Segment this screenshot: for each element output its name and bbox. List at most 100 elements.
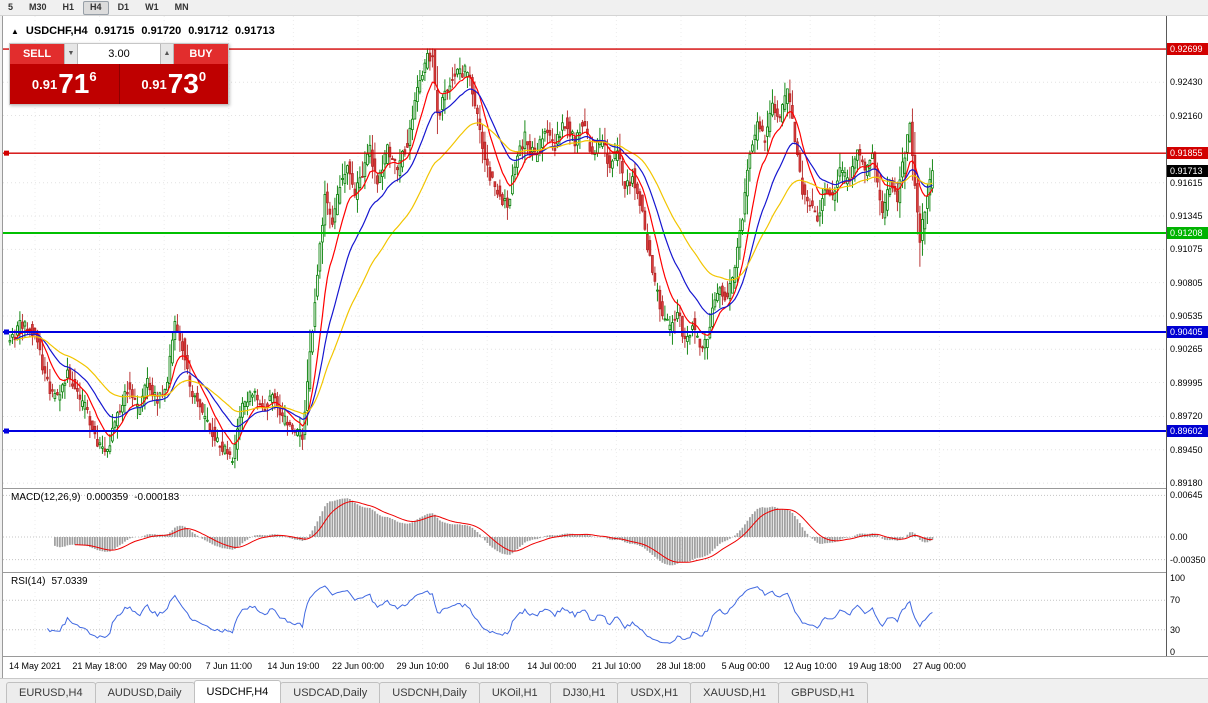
timeframe-button-w1[interactable]: W1	[138, 0, 166, 15]
sell-button[interactable]: SELL	[10, 44, 64, 64]
time-axis-label: 22 Jun 00:00	[331, 661, 385, 671]
tab-dj30-h1[interactable]: DJ30,H1	[549, 682, 619, 703]
price-tick-label: 0.90805	[1170, 277, 1203, 288]
ma-line-slow[interactable]	[14, 122, 933, 415]
macd-signal-line	[74, 500, 933, 563]
rsi-axis-label: 100	[1170, 573, 1186, 583]
trade-controls-row: SELL ▼ ▲ BUY	[10, 44, 228, 64]
macd-histogram	[54, 498, 934, 566]
time-axis-label: 19 Aug 18:00	[848, 661, 902, 671]
buy-price-big: 73	[167, 68, 199, 99]
grid	[3, 16, 1167, 656]
volume-increment-button[interactable]: ▲	[160, 44, 174, 64]
time-axis-label: 14 Jul 00:00	[527, 661, 577, 671]
ohlc-open: 0.91715	[94, 25, 135, 37]
time-axis-label: 28 Jul 18:00	[656, 661, 706, 671]
time-axis-label: 29 Jun 10:00	[396, 661, 449, 671]
ma-line-fast[interactable]	[14, 76, 933, 445]
time-axis-label: 29 May 00:00	[136, 661, 192, 671]
buy-price-pip: 0	[198, 69, 207, 84]
time-axis-label: 12 Aug 10:00	[783, 661, 837, 671]
time-axis[interactable]: 14 May 2021 21 May 18:00 29 May 00:00 7 Jun…	[3, 657, 1167, 678]
chart-canvas[interactable]	[3, 16, 1167, 656]
price-tick-label: 0.89995	[1170, 377, 1203, 388]
macd-main-value: 0.000359	[86, 492, 129, 503]
time-axis-label: 27 Aug 00:00	[912, 661, 966, 671]
timeframe-button-h1[interactable]: H1	[55, 0, 82, 15]
macd-label: MACD(12,26,9) 0.000359 -0.000183	[11, 492, 179, 503]
rsi-axis-label: 70	[1170, 595, 1181, 606]
time-axis-label: 14 Jun 19:00	[267, 661, 320, 671]
rsi-axis-label: 0	[1170, 647, 1176, 657]
candlestick-series	[8, 48, 934, 469]
price-badge: 0.91855	[1167, 147, 1208, 160]
rsi-line	[47, 585, 933, 644]
chart-title: ▲ USDCHF,H4 0.91715 0.91720 0.91712 0.91…	[11, 25, 275, 37]
ma-line-medium[interactable]	[14, 88, 933, 428]
timeframe-toolbar: 5 M30 H1 H4 D1 W1 MN	[0, 0, 1208, 16]
pane-separator[interactable]	[3, 572, 1208, 573]
price-tick-label: 0.92430	[1170, 77, 1203, 88]
price-tick-label: 0.92160	[1170, 110, 1203, 121]
rsi-name: RSI(14)	[11, 576, 46, 587]
price-tick-label: 0.91075	[1170, 244, 1203, 255]
price-badge: 0.91713	[1167, 164, 1208, 177]
macd-axis-label: 0.00645	[1170, 490, 1203, 501]
tab-xauusd-h1[interactable]: XAUUSD,H1	[690, 682, 780, 703]
timeframe-button-h4[interactable]: H4	[83, 0, 109, 15]
line-handle[interactable]	[4, 329, 9, 335]
line-handle[interactable]	[4, 428, 9, 434]
price-tick-label: 0.89450	[1170, 444, 1203, 455]
tab-audusd-daily[interactable]: AUDUSD,Daily	[94, 682, 195, 703]
tab-usdcad-daily[interactable]: USDCAD,Daily	[280, 682, 381, 703]
tab-ukoil-h1[interactable]: UKOil,H1	[478, 682, 551, 703]
volume-input[interactable]	[78, 44, 160, 64]
volume-decrement-button[interactable]: ▼	[64, 44, 78, 64]
macd-axis-label: 0.00	[1170, 532, 1188, 542]
price-badge: 0.89602	[1167, 425, 1208, 438]
tab-usdcnh-daily[interactable]: USDCNH,Daily	[379, 682, 480, 703]
timeframe-button-mn[interactable]: MN	[167, 0, 196, 15]
price-badge: 0.90405	[1167, 325, 1208, 338]
price-tick-label: 0.89180	[1170, 478, 1203, 489]
price-scale[interactable]: 0.92430 0.92160 0.91615 0.91345 0.91075 0.908…	[1166, 16, 1208, 657]
buy-button[interactable]: BUY	[174, 44, 228, 64]
trade-prices-row: 0.91 71 6 0.91 73 0	[10, 64, 228, 104]
pane-separator[interactable]	[3, 656, 1208, 657]
chart-window: 0.92430 0.92160 0.91615 0.91345 0.91075 0.908…	[2, 16, 1208, 678]
rsi-value: 57.0339	[51, 576, 88, 587]
time-axis-label: 21 Jul 10:00	[591, 661, 641, 671]
macd-axis-label: -0.00350	[1170, 554, 1206, 565]
rsi-pane	[3, 585, 1167, 644]
time-axis-label: 14 May 2021	[8, 661, 62, 671]
tab-usdx-h1[interactable]: USDX,H1	[617, 682, 692, 703]
rsi-label: RSI(14) 57.0339	[11, 576, 88, 587]
price-tick-label: 0.91615	[1170, 177, 1203, 188]
ohlc-high: 0.91720	[141, 25, 182, 37]
timeframe-button-d1[interactable]: D1	[110, 0, 137, 15]
line-handle[interactable]	[4, 150, 9, 156]
sell-price-prefix: 0.91	[31, 76, 58, 92]
time-axis-label: 21 May 18:00	[72, 661, 127, 671]
buy-price-prefix: 0.91	[141, 76, 167, 92]
time-axis-label: 7 Jun 11:00	[205, 661, 252, 671]
price-tick-label: 0.89720	[1170, 411, 1203, 422]
price-tick-label: 0.90535	[1170, 310, 1203, 321]
sell-price[interactable]: 0.91 71 6	[10, 64, 120, 104]
tab-gbpusd-h1[interactable]: GBPUSD,H1	[778, 682, 868, 703]
timeframe-button-m30[interactable]: M30	[22, 0, 54, 15]
chart-tabs-bar: EURUSD,H4 AUDUSD,Daily USDCHF,H4 USDCAD,Dai…	[0, 678, 1208, 703]
price-tick-label: 0.91345	[1170, 211, 1203, 222]
timeframe-button-5[interactable]: 5	[1, 0, 21, 15]
one-click-trade-panel: SELL ▼ ▲ BUY 0.91 71 6 0.91 73 0	[9, 43, 229, 105]
time-axis-label: 6 Jul 18:00	[465, 661, 510, 671]
tab-eurusd-h4[interactable]: EURUSD,H4	[6, 682, 96, 703]
macd-pane	[3, 494, 1167, 566]
tab-usdchf-h4[interactable]: USDCHF,H4	[193, 680, 282, 703]
ohlc-low: 0.91712	[188, 25, 228, 37]
rsi-axis-label: 30	[1170, 624, 1181, 635]
macd-signal-value: -0.000183	[134, 492, 180, 503]
pane-separator[interactable]	[3, 488, 1208, 489]
buy-price[interactable]: 0.91 73 0	[120, 64, 229, 104]
